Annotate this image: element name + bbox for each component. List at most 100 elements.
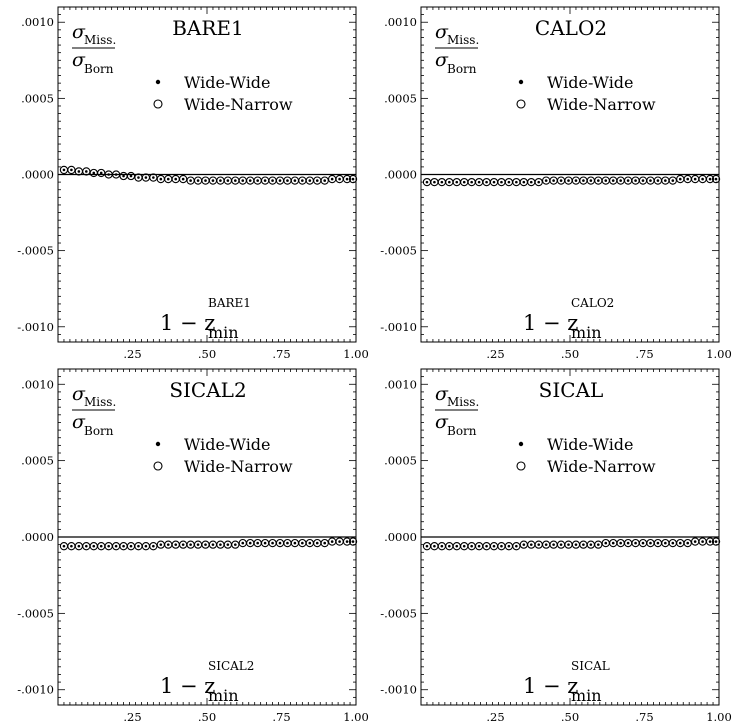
y-tick-label: .0010 [21, 377, 54, 391]
data-point-dot [144, 176, 148, 179]
ylabel-denominator: σ [435, 49, 449, 71]
y-tick-label: .0005 [384, 91, 417, 105]
data-point-dot [664, 179, 667, 182]
data-point-dot [189, 543, 192, 546]
chart-panel-sical2: .0010 .0005 .0000 -.0005 -.0010 .25 .50 .75 1.00… [17, 368, 369, 724]
data-point-dot [211, 179, 215, 182]
data-point-dot [92, 544, 96, 548]
y-tick-label: -.0005 [380, 244, 417, 258]
xlabel-sup: CALO2 [571, 296, 614, 310]
data-point-dot [166, 177, 170, 181]
data-point-dot [678, 541, 682, 545]
data-point-circle [348, 537, 358, 546]
legend-marker-dot [518, 441, 524, 447]
data-point-dot [708, 540, 712, 543]
legend-marker-dot [155, 441, 161, 447]
series-wide-narrow [422, 174, 721, 187]
data-point-dot [714, 540, 718, 543]
x-tick-label: .25 [486, 710, 504, 724]
data-point-dot [241, 179, 245, 182]
data-point-dot [345, 540, 349, 543]
ylabel-denominator: σ [72, 411, 86, 433]
data-point-dot [714, 177, 718, 181]
x-tick-label: .75 [272, 710, 290, 724]
data-point-dot [671, 179, 675, 182]
data-point-dot [507, 544, 511, 548]
data-point-dot [196, 543, 200, 546]
ylabel-numerator-sub: Miss. [84, 395, 116, 409]
data-point-dot [278, 541, 282, 545]
y-tick-label: -.0005 [17, 606, 54, 620]
data-point-dot [204, 179, 207, 182]
y-tick-label: -.0010 [380, 683, 417, 697]
chart-panel-bare1: .0010 .0005 .0000 -.0005 -.0010 .25 .50 .75 1.00… [17, 6, 369, 361]
data-point-dot [308, 179, 312, 182]
data-point-dot [492, 544, 496, 548]
data-point-dot [62, 168, 66, 172]
ylabel-denominator-sub: Born [84, 62, 114, 76]
legend-label: Wide-Wide [547, 73, 634, 92]
data-point-dot [686, 177, 690, 181]
ylabel-numerator: σ [435, 21, 449, 43]
data-point-dot [114, 544, 118, 548]
ylabel-denominator-sub: Born [447, 424, 477, 438]
data-point-dot [137, 176, 140, 179]
series-wide-wide [425, 177, 718, 184]
x-tick-label: .25 [123, 710, 141, 724]
series-wide-wide [62, 168, 355, 182]
x-tick-label: .75 [635, 710, 653, 724]
xlabel-sup: SICAL [571, 659, 610, 673]
ylabel-numerator-sub: Miss. [447, 33, 479, 47]
x-tick-label: .50 [561, 347, 579, 361]
data-point-dot [166, 543, 170, 546]
data-point-dot [107, 173, 110, 176]
data-point-dot [301, 179, 304, 182]
data-point-dot [544, 543, 548, 546]
x-tick-label: .75 [635, 347, 653, 361]
x-tick-label: 1.00 [706, 710, 732, 724]
data-point-dot [263, 541, 267, 545]
xlabel-sub: min [571, 686, 602, 705]
x-tick-label: .25 [486, 347, 504, 361]
y-tick-label: .0010 [384, 377, 417, 391]
data-point-circle [711, 174, 721, 184]
xlabel-sup: SICAL2 [208, 659, 254, 673]
xlabel-sub: min [571, 323, 602, 342]
data-point-dot [619, 541, 622, 545]
x-tick-label: 1.00 [343, 347, 369, 361]
data-point-circle [705, 174, 715, 184]
data-point-dot [77, 170, 81, 173]
data-point-dot [85, 170, 88, 173]
y-tick-label: -.0010 [380, 320, 417, 334]
data-point-dot [604, 541, 608, 545]
data-point-dot [656, 179, 660, 182]
data-point-dot [286, 541, 289, 545]
series-wide-narrow [422, 537, 721, 551]
y-tick-label: .0005 [21, 91, 54, 105]
ylabel-numerator: σ [435, 383, 449, 405]
data-point-dot [701, 177, 704, 181]
data-point-dot [477, 544, 481, 548]
data-point-dot [649, 179, 652, 182]
ylabel-denominator: σ [435, 411, 449, 433]
data-point-dot [492, 180, 496, 184]
data-point-dot [226, 543, 230, 546]
data-point-dot [529, 180, 533, 184]
legend-label: Wide-Wide [184, 73, 271, 92]
data-point-dot [500, 180, 503, 184]
data-point-dot [293, 541, 297, 545]
data-point-dot [248, 541, 252, 545]
data-point-dot [181, 543, 185, 546]
data-point-dot [574, 543, 578, 546]
data-point-dot [351, 540, 355, 543]
series-wide-wide [62, 540, 355, 548]
chart-panel-sical: .0010 .0005 .0000 -.0005 -.0010 .25 .50 .75 1.00… [380, 368, 732, 724]
x-tick-label: .25 [123, 347, 141, 361]
legend-label: Wide-Narrow [184, 95, 293, 114]
data-point-dot [708, 177, 712, 181]
data-point-circle [711, 537, 721, 546]
data-point-dot [656, 541, 660, 545]
y-tick-label: .0005 [384, 454, 417, 468]
data-point-dot [92, 171, 96, 175]
